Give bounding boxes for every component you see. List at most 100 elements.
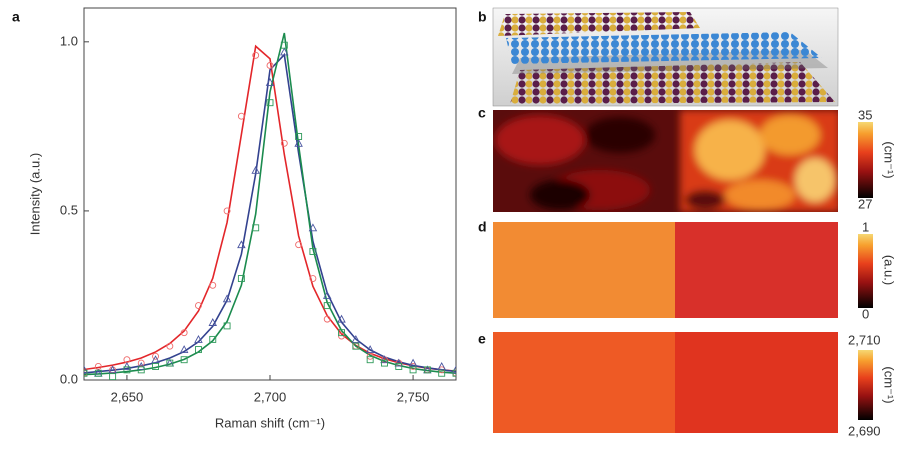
marker (265, 77, 275, 86)
marker (338, 329, 345, 337)
marker (365, 345, 375, 354)
marker (337, 314, 346, 323)
x-tick-label: 2,700 (254, 389, 287, 404)
marker (94, 369, 102, 377)
marker (451, 365, 456, 374)
marker (394, 358, 404, 367)
marker (352, 342, 360, 350)
marker (195, 302, 202, 310)
heatmap (493, 110, 838, 212)
y-tick-label: 1.0 (60, 33, 78, 48)
marker (309, 248, 317, 255)
marker (452, 369, 456, 377)
marker (223, 322, 231, 330)
marker (251, 165, 260, 174)
marker (109, 373, 117, 380)
marker (180, 329, 188, 337)
marker (136, 362, 146, 370)
marker (366, 356, 374, 364)
marker (408, 358, 418, 367)
panel-label: d (478, 219, 487, 235)
panel-label: b (478, 9, 487, 25)
marker (280, 47, 289, 56)
marker (351, 334, 361, 343)
colorbar-max: 35 (858, 107, 872, 122)
marker (152, 352, 159, 360)
x-axis-label: Raman shift (cm⁻¹) (215, 415, 325, 430)
y-axis-label: Intensity (a.u.) (27, 153, 42, 235)
marker (322, 291, 332, 299)
x-tick-label: 2,650 (111, 389, 144, 404)
marker (295, 133, 303, 140)
y-tick-label: 0.5 (60, 202, 78, 217)
marker (223, 207, 231, 215)
marker (380, 355, 389, 364)
fit-line (84, 44, 456, 373)
panel-label: a (12, 9, 20, 25)
colorbar-min: 2,690 (848, 423, 881, 438)
marker (280, 139, 288, 147)
lattice-render (492, 7, 839, 107)
marker (266, 99, 274, 107)
panel-label: c (478, 105, 486, 121)
marker (237, 275, 245, 282)
heatmap (493, 332, 838, 433)
marker (395, 363, 403, 370)
colorbar-min: 27 (858, 196, 872, 211)
marker (84, 365, 89, 374)
heatmap (493, 222, 838, 318)
fit-line (84, 52, 456, 374)
marker (180, 356, 188, 364)
colorbar (858, 234, 873, 308)
marker (209, 335, 217, 343)
panel-label: e (478, 331, 486, 347)
plot-area (84, 32, 456, 380)
marker (137, 366, 145, 374)
marker (152, 363, 159, 370)
marker (252, 224, 260, 232)
colorbar-max: 1 (862, 219, 869, 234)
marker (151, 355, 160, 364)
marker (166, 342, 174, 350)
fit-line (84, 32, 456, 376)
marker (208, 318, 218, 326)
marker (252, 51, 260, 59)
marker (166, 359, 174, 367)
marker (194, 334, 203, 343)
marker (122, 362, 132, 370)
colorbar-min: 0 (862, 306, 869, 321)
marker (209, 281, 217, 289)
marker (280, 41, 288, 49)
marker (423, 366, 431, 374)
colorbar-unit: (cm⁻¹) (882, 366, 897, 403)
marker (308, 223, 318, 232)
marker (108, 365, 117, 374)
marker (123, 366, 131, 374)
marker (437, 362, 446, 370)
marker (409, 366, 417, 374)
colorbar-unit: (cm⁻¹) (882, 141, 897, 178)
marker (237, 240, 246, 249)
marker (237, 112, 245, 120)
marker (137, 359, 145, 367)
marker (438, 369, 446, 377)
colorbar (858, 122, 873, 198)
marker (84, 369, 88, 377)
marker (179, 345, 189, 354)
marker (381, 359, 388, 367)
marker (323, 302, 331, 310)
marker (323, 315, 331, 323)
marker (195, 346, 202, 354)
marker (222, 294, 232, 303)
marker (309, 275, 317, 282)
x-tick-label: 2,750 (397, 389, 430, 404)
marker (294, 138, 303, 147)
marker (295, 241, 303, 249)
marker (266, 62, 274, 69)
colorbar-unit: (a.u.) (882, 255, 897, 285)
colorbar-max: 2,710 (848, 332, 881, 347)
y-tick-label: 0.0 (60, 371, 78, 386)
colorbar (858, 350, 873, 420)
